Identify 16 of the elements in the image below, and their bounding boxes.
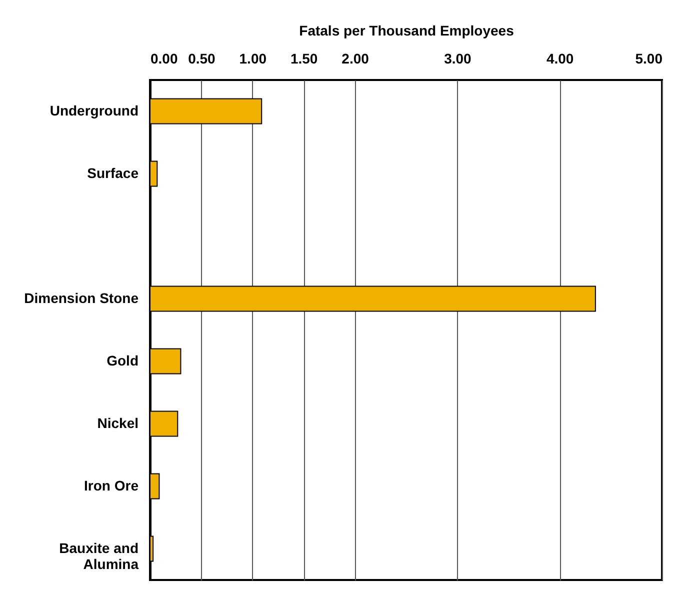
x-tick-label: 2.00 (342, 50, 370, 66)
y-tick-label: Dimension Stone (24, 290, 139, 306)
y-tick-label: Gold (106, 352, 138, 368)
x-tick-label: 1.50 (290, 50, 318, 66)
x-axis-title: Fatals per Thousand Employees (299, 22, 514, 38)
x-tick-label: 0.00 (150, 50, 178, 66)
y-tick-label: Underground (50, 102, 138, 118)
x-tick-label: 4.00 (546, 50, 574, 66)
x-tick-label: 1.00 (239, 50, 267, 66)
y-tick-label: Bauxite and Alumina (59, 540, 139, 572)
y-tick-label: Iron Ore (84, 477, 139, 494)
y-tick-label: Nickel (97, 414, 138, 431)
y-tick-label: Surface (87, 164, 139, 181)
x-tick-label: 3.00 (444, 50, 472, 66)
x-tick-label: 5.00 (635, 50, 663, 66)
x-tick-label: 0.50 (188, 50, 216, 66)
